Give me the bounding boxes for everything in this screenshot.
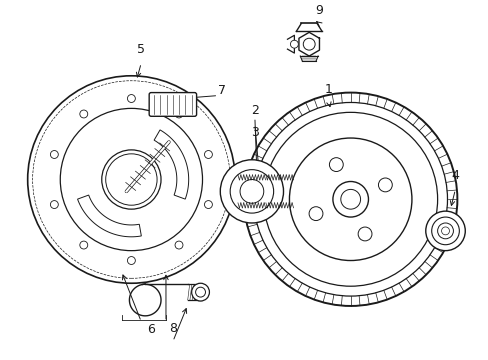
Circle shape [441,227,448,235]
Circle shape [28,76,235,283]
Circle shape [253,103,447,296]
Circle shape [33,81,230,278]
Circle shape [425,211,464,251]
Polygon shape [154,130,188,199]
Text: 9: 9 [314,4,323,17]
Circle shape [127,95,135,103]
Text: 5: 5 [137,43,145,56]
Text: 2: 2 [250,104,258,117]
Circle shape [50,201,58,208]
Circle shape [204,201,212,208]
Polygon shape [78,195,141,237]
Circle shape [357,227,371,241]
Circle shape [303,38,314,50]
FancyBboxPatch shape [149,93,196,116]
Circle shape [290,40,298,48]
Circle shape [329,158,343,171]
Circle shape [431,217,458,245]
Circle shape [175,110,183,118]
Circle shape [240,180,263,203]
Text: 7: 7 [218,84,226,97]
Circle shape [204,150,212,158]
Circle shape [263,112,437,286]
Circle shape [50,150,58,158]
Circle shape [378,178,391,192]
Text: 1: 1 [325,82,332,95]
Circle shape [220,160,283,223]
Circle shape [127,257,135,265]
Text: 4: 4 [450,170,458,183]
Circle shape [80,241,87,249]
Circle shape [195,287,205,297]
Circle shape [340,189,360,209]
Text: 6: 6 [147,323,155,336]
Circle shape [308,207,322,221]
Text: 3: 3 [250,126,258,139]
Circle shape [332,181,368,217]
Text: 8: 8 [168,321,177,334]
Circle shape [80,110,87,118]
Circle shape [175,241,183,249]
Circle shape [289,138,411,261]
Circle shape [191,283,209,301]
Circle shape [60,108,202,251]
Circle shape [437,223,452,239]
Circle shape [105,154,157,205]
Circle shape [37,85,226,274]
Circle shape [102,150,161,209]
Circle shape [230,170,273,213]
Circle shape [244,93,456,306]
